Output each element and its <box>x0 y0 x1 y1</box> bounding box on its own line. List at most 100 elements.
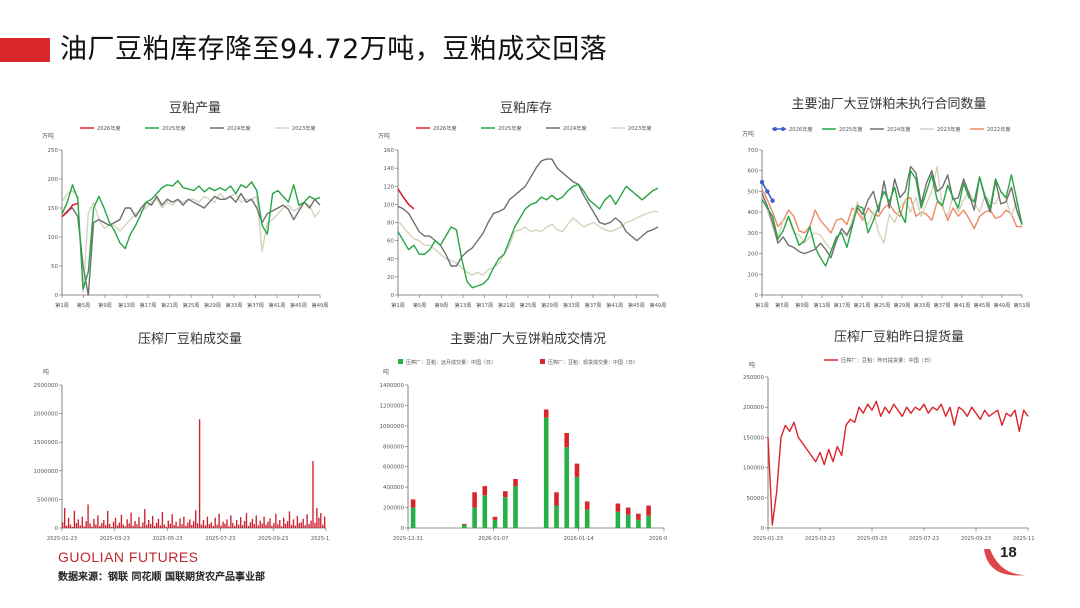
x-tick-label: 2025-03-23 <box>805 536 835 542</box>
y-tick-label: 1400000 <box>380 383 405 389</box>
bar-spot <box>554 492 559 506</box>
x-tick-label: 第29周 <box>894 301 911 309</box>
bar <box>97 515 99 528</box>
series-line-2023年度 <box>61 189 321 293</box>
bar-spot <box>410 499 416 508</box>
bar-spot <box>462 523 467 525</box>
bar <box>202 520 205 528</box>
bar <box>281 526 283 528</box>
y-tick-label: 0 <box>761 526 765 532</box>
x-tick-label: 第17周 <box>834 301 851 309</box>
bar <box>257 525 259 528</box>
chart-contracts: 主要油厂大豆饼粕未执行合同数量 万吨 0 100 200 300 400 500 600 700 第… <box>734 92 1034 317</box>
bar-forward <box>543 417 549 528</box>
series-line-2023年度 <box>761 165 1023 251</box>
x-tick-label: 第21周 <box>854 301 871 309</box>
x-tick-label: 第45周 <box>974 301 991 309</box>
bar <box>116 525 119 528</box>
x-tick-label: 第21周 <box>161 301 178 309</box>
y-tick-label: 2500000 <box>34 383 59 389</box>
bar <box>292 519 295 528</box>
bar <box>222 521 224 528</box>
bar <box>253 524 255 528</box>
bar <box>255 515 257 528</box>
x-tick-label: 第53周 <box>1014 301 1031 309</box>
y-tick-label: 50 <box>51 264 58 270</box>
y-tick-label: 100 <box>748 272 759 278</box>
bar <box>241 525 244 528</box>
y-tick-label: 400000 <box>383 485 404 491</box>
bar-forward <box>503 497 508 528</box>
bar <box>177 526 179 528</box>
bar <box>320 513 322 528</box>
y-axis-unit: 吨 <box>43 368 49 376</box>
bar <box>283 517 285 528</box>
x-tick-label: 第13周 <box>118 301 135 309</box>
y-tick-label: 0 <box>755 293 759 299</box>
bar <box>300 522 302 528</box>
y-tick-label: 100 <box>48 235 59 241</box>
y-tick-label: 80 <box>387 221 394 227</box>
series-point <box>765 189 770 194</box>
bar <box>73 510 76 528</box>
legend-label: 2024年度 <box>227 124 251 132</box>
bar <box>240 517 242 528</box>
y-tick-label: 200 <box>48 177 59 183</box>
x-tick-label: 2025-01-23 <box>47 536 77 542</box>
legend-label: 2025年度 <box>839 125 863 133</box>
bar <box>277 524 279 528</box>
bar-forward <box>646 515 651 528</box>
chart-deals: 压榨厂豆粕成交量吨 0 500000 1000000 1500000 2000000 250… <box>30 325 331 550</box>
bar <box>148 520 150 528</box>
page-swoosh-icon <box>984 549 1026 576</box>
title-accent-bar <box>0 38 50 62</box>
y-axis-unit: 吨 <box>383 368 389 376</box>
bar-spot <box>584 501 590 510</box>
y-tick-label: 150 <box>48 206 59 212</box>
y-tick-label: 20 <box>387 275 394 281</box>
bar <box>183 516 185 528</box>
legend-label: 压榨厂：豆粕：远月成交量：中国（日） <box>406 359 496 366</box>
y-tick-label: 500 <box>748 189 759 195</box>
bar <box>75 522 78 528</box>
bar <box>175 521 177 528</box>
x-tick-label: 第41周 <box>954 301 971 309</box>
bar <box>185 525 187 528</box>
bar <box>71 526 74 528</box>
legend-marker <box>781 127 785 131</box>
bar <box>286 521 289 528</box>
bar <box>153 526 156 528</box>
x-tick-label: 第33周 <box>563 301 580 309</box>
x-tick-label: 2026-01-07 <box>478 536 508 542</box>
bar <box>249 522 252 528</box>
bar <box>279 520 281 528</box>
legend-label: 2026年度 <box>433 124 457 132</box>
x-tick-label: 2025-03-23 <box>100 536 130 542</box>
legend-label: 2025年度 <box>498 124 522 132</box>
bar <box>212 526 214 528</box>
bar <box>65 525 68 528</box>
bar <box>198 419 201 528</box>
x-tick-label: 第21周 <box>498 301 515 309</box>
bar <box>271 525 273 528</box>
bar <box>200 524 203 528</box>
bar <box>288 511 291 528</box>
legend-label: 2026年度 <box>97 124 121 132</box>
x-tick-label: 2025-09-23 <box>258 536 288 542</box>
bar <box>318 517 320 528</box>
bar <box>304 525 306 528</box>
x-tick-label: 2025-05-23 <box>857 536 887 542</box>
series-line-2023年度 <box>397 210 658 276</box>
bar <box>99 526 101 528</box>
bar <box>230 515 232 528</box>
legend-label: 2025年度 <box>162 124 186 132</box>
bar-forward <box>574 476 580 528</box>
x-tick-label: 第29周 <box>541 301 558 309</box>
bar-forward <box>615 511 621 528</box>
bar <box>159 525 162 528</box>
bar <box>267 521 269 528</box>
legend-label: 2023年度 <box>292 124 316 132</box>
bar <box>298 523 300 528</box>
bar <box>128 523 130 528</box>
